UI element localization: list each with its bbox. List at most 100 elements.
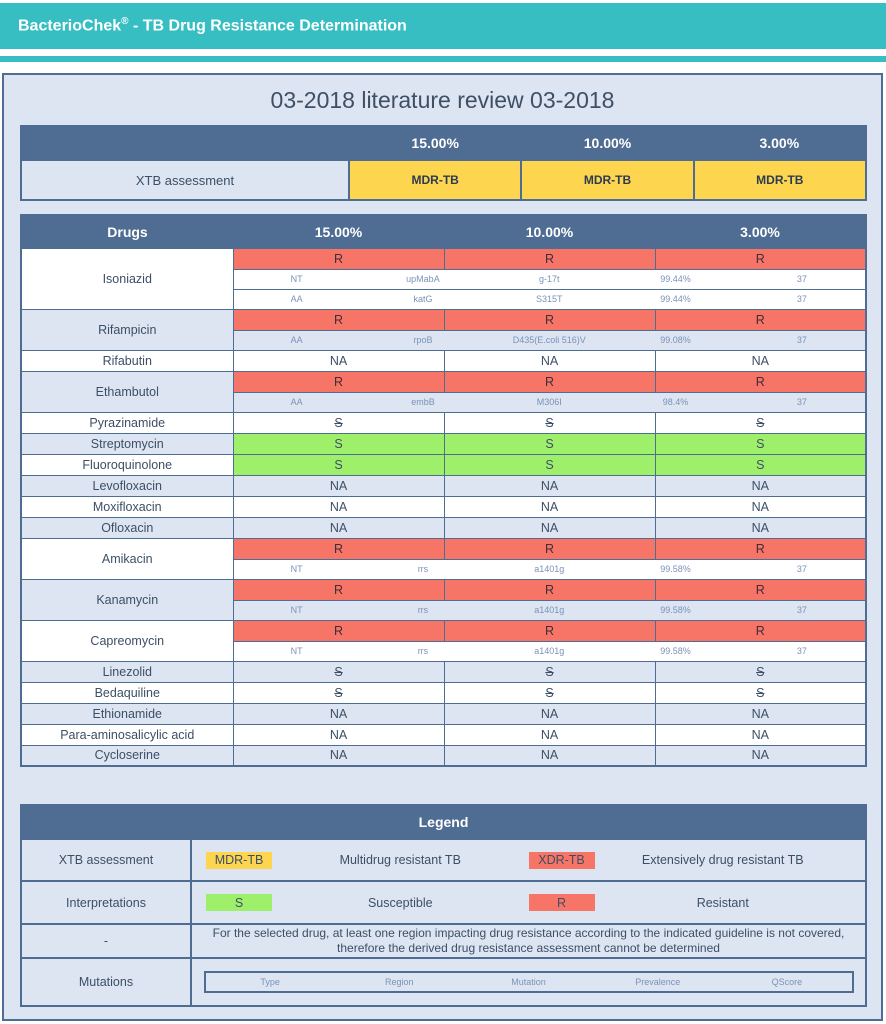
legend-mutation-col: Prevalence: [635, 977, 681, 987]
mutation-row: NT upMabA g-17t 99.44% 37: [21, 268, 867, 290]
drug-result-cell: R: [443, 308, 656, 331]
drug-result-cell: S: [232, 411, 445, 434]
xtb-column-header: 3.00%: [693, 126, 866, 160]
app-title: BacterioChek® - TB Drug Resistance Deter…: [18, 16, 407, 35]
drug-result-cell: NA: [232, 495, 445, 518]
drug-result-cell: NA: [232, 474, 445, 497]
mutation-region: embB: [411, 397, 435, 407]
drug-name: Ofloxacin: [20, 516, 234, 539]
drug-row: Streptomycin S S S: [20, 432, 867, 455]
legend-xtb-label: XTB assessment: [20, 838, 192, 882]
drug-result-cell: NA: [654, 516, 867, 539]
legend-mutation-col: Type: [260, 977, 280, 987]
drug-row: Rifampicin R R R: [20, 308, 867, 351]
mutation-prevalence: 99.44%: [660, 274, 691, 284]
drug-result-cell: R: [232, 308, 445, 331]
drug-result-cell: NA: [232, 723, 445, 746]
mutation-qscore: 37: [796, 646, 807, 656]
mutation-row: AA katG S315T 99.44% 37: [21, 288, 867, 310]
not-determined-result: S: [756, 415, 765, 430]
drug-row: Amikacin R R R: [20, 537, 867, 580]
legend-mutations-box: Type Region Mutation Prevalence QScore: [203, 971, 854, 993]
drug-row: Fluoroquinolone S S S: [20, 453, 867, 476]
drug-result-cell: NA: [654, 702, 867, 725]
drug-result-cell: R: [654, 619, 867, 642]
xtb-column-header: 15.00%: [349, 126, 522, 160]
mutation-row: AA rpoB D435(E.coli 516)V 99.08% 37: [21, 329, 867, 351]
mutation-prevalence: 99.58%: [660, 646, 691, 656]
drug-result-cell: R: [654, 370, 867, 393]
drug-result-cell: S: [232, 660, 445, 683]
drug-result-cell: R: [232, 247, 445, 270]
mutation-type: NT: [290, 646, 303, 656]
drug-result-cell: S: [443, 681, 656, 704]
mutation-row: NT rrs a1401g 99.58% 37: [21, 558, 867, 580]
mutation-region: rrs: [417, 646, 429, 656]
header-divider: [0, 56, 886, 62]
legend-title: Legend: [21, 805, 866, 839]
drug-name: Kanamycin: [20, 578, 234, 621]
not-determined-result: S: [756, 664, 765, 679]
drug-result-cell: NA: [443, 349, 656, 372]
legend-dash-label: -: [20, 923, 192, 959]
legend-mdr-chip: MDR-TB: [206, 851, 272, 869]
drug-result-cell: S: [654, 411, 867, 434]
drug-result-cell: R: [232, 578, 445, 601]
drug-result-cell: S: [232, 453, 445, 476]
mutation-cell: NT upMabA g-17t 99.44% 37: [232, 268, 867, 290]
drug-result-cell: R: [654, 537, 867, 560]
drug-row: Ethionamide NA NA NA: [20, 702, 867, 725]
mutation-qscore: 37: [796, 397, 807, 407]
legend-mutation-col: QScore: [771, 977, 803, 987]
mutation-qscore: 37: [796, 564, 807, 574]
mutation-prevalence: 99.44%: [660, 294, 691, 304]
app-header: BacterioChek® - TB Drug Resistance Deter…: [0, 3, 886, 49]
mutation-row: NT rrs a1401g 99.58% 37: [21, 640, 867, 662]
drug-result-cell: NA: [654, 474, 867, 497]
xtb-header-empty: [21, 126, 349, 160]
drugs-column-header: Drugs: [21, 215, 233, 248]
mutation-region: katG: [413, 294, 433, 304]
report-title: 03-2018 literature review 03-2018: [270, 87, 615, 113]
drug-name: Ethionamide: [20, 702, 234, 725]
drug-row: Linezolid S S S: [20, 660, 867, 683]
mutation-cell: AA embB M306I 98.4% 37: [232, 391, 867, 413]
mutation-type: AA: [290, 294, 303, 304]
drug-row: Moxifloxacin NA NA NA: [20, 495, 867, 518]
drug-row: Kanamycin R R R: [20, 578, 867, 621]
drug-result-cell: R: [443, 537, 656, 560]
mutation-mutation: a1401g: [534, 605, 565, 615]
legend-r-desc: Resistant: [696, 895, 749, 910]
drug-row: Para-aminosalicylic acid NA NA NA: [20, 723, 867, 746]
drug-result-cell: S: [443, 660, 656, 683]
drug-result-cell: NA: [443, 495, 656, 518]
drug-name: Ethambutol: [20, 370, 234, 413]
report-panel: 03-2018 literature review 03-2018 15.00%…: [2, 73, 883, 1021]
not-determined-result: S: [545, 685, 554, 700]
legend-mutations-label: Mutations: [20, 957, 192, 1007]
xtb-assessment-value: MDR-TB: [520, 159, 695, 201]
drug-name: Fluoroquinolone: [20, 453, 234, 476]
drug-name: Cycloserine: [20, 744, 234, 767]
legend-mutation-col: Mutation: [511, 977, 546, 987]
drug-row: Cycloserine NA NA NA: [20, 744, 867, 767]
mutation-prevalence: 99.58%: [660, 605, 691, 615]
drugs-table-body: Isoniazid R R R NT upMabA g-17t 99.44% 37 AA katG S…: [20, 247, 867, 767]
drug-row: Ethambutol R R R: [20, 370, 867, 413]
legend-dash-desc: For the selected drug, at least one regi…: [190, 923, 867, 959]
xtb-assessment-table: 15.00% 10.00% 3.00% XTB assessment MDR-T…: [20, 125, 868, 201]
drug-result-cell: S: [654, 681, 867, 704]
mutation-prevalence: 98.4%: [662, 397, 689, 407]
mutation-type: NT: [290, 605, 303, 615]
drug-name: Capreomycin: [20, 619, 234, 662]
drug-row: Pyrazinamide S S S: [20, 411, 867, 434]
drug-result-cell: NA: [232, 516, 445, 539]
drug-name: Linezolid: [20, 660, 234, 683]
xtb-assessment-label: XTB assessment: [20, 159, 350, 201]
drug-result-cell: NA: [654, 495, 867, 518]
drug-name: Bedaquiline: [20, 681, 234, 704]
drug-row: Ofloxacin NA NA NA: [20, 516, 867, 539]
mutation-qscore: 37: [796, 335, 807, 345]
not-determined-result: S: [334, 685, 343, 700]
drug-result-cell: NA: [654, 349, 867, 372]
